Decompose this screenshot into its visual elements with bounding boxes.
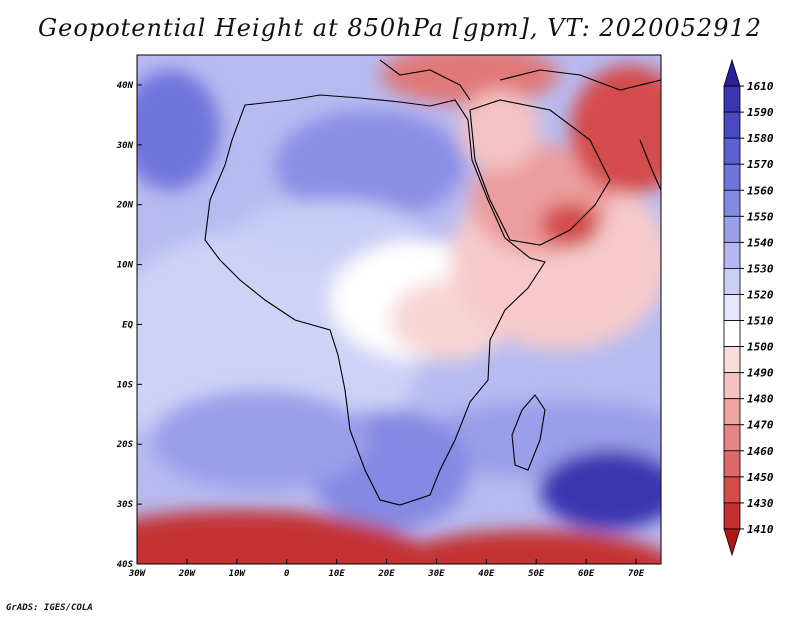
- lat-tick-label: 20N: [116, 201, 134, 211]
- india-coastline: [639, 139, 661, 191]
- field-southern-low-east: [381, 530, 661, 564]
- colorbar-segment: [723, 346, 741, 374]
- colorbar-level-label: 1610: [747, 80, 774, 93]
- lat-tick-label: 10N: [117, 261, 134, 271]
- plot-area: 30W 20W 10W 0 10E 20E 30E 40E 50E 60E 70E 40N 30N 20N…: [116, 54, 662, 579]
- field-atlantic-high: [137, 70, 220, 190]
- colorbar-segment: [723, 372, 741, 400]
- colorbar-level-label: 1470: [747, 419, 774, 432]
- colorbar-level-label: 1560: [747, 184, 774, 197]
- lat-tick-label: 30S: [116, 500, 134, 510]
- colorbar-segment: [723, 450, 741, 478]
- colorbar-level-label: 1450: [747, 471, 774, 484]
- colorbar-level-label: 1580: [747, 132, 774, 145]
- lon-tick-label: 10W: [229, 569, 247, 579]
- lon-tick-label: 20E: [377, 569, 395, 579]
- lon-tick-label: 50E: [528, 569, 545, 579]
- europe-coastline: [379, 59, 661, 101]
- colorbar-segment: [723, 137, 741, 165]
- colorbar-level-label: 1480: [747, 393, 774, 406]
- lon-tick-label: 10E: [328, 569, 345, 579]
- lat-tick-label: 40N: [117, 81, 134, 91]
- colorbar-segment: [723, 85, 741, 113]
- colorbar-segment: [723, 502, 741, 530]
- colorbar-segment: [723, 241, 741, 269]
- lon-tick-label: 20W: [178, 569, 197, 579]
- map-title: Geopotential Height at 850hPa [gpm], VT:…: [38, 14, 762, 42]
- colorbar-segment: [723, 215, 741, 243]
- lon-tick-label: 30E: [427, 569, 445, 579]
- axis-ticks: 30W 20W 10W 0 10E 20E 30E 40E 50E 60E 70E 40N 30N 20N…: [116, 81, 645, 579]
- colorbar-level-label: 1520: [747, 288, 774, 301]
- colorbar-segment: [723, 398, 741, 426]
- colorbar-level-label: 1490: [747, 367, 774, 380]
- colorbar-level-label: 1410: [747, 523, 774, 536]
- colorbar-segment: [723, 111, 741, 139]
- colorbar-level-label: 1530: [747, 262, 774, 275]
- field-south-atlantic: [150, 390, 370, 490]
- arabia-coastline: [469, 99, 611, 246]
- coastlines: [204, 59, 661, 506]
- lon-tick-label: 60E: [578, 569, 595, 579]
- field-indian-high: [540, 450, 661, 530]
- height-field: [137, 55, 661, 564]
- field-southern-low-west: [137, 510, 430, 564]
- field-arabia-core: [540, 203, 600, 247]
- lat-tick-label: 30N: [116, 141, 134, 151]
- madagascar-coastline: [511, 394, 546, 471]
- colorbar-segment: [723, 58, 741, 87]
- colorbar-segment: [723, 189, 741, 217]
- field-mediterranean-low: [380, 55, 560, 105]
- colorbar-segment: [723, 268, 741, 295]
- lat-tick-label: 10S: [117, 380, 134, 390]
- lat-tick-label: 20S: [116, 440, 134, 450]
- field-sahel: [240, 200, 420, 260]
- lon-tick-label: 0: [284, 569, 290, 579]
- field-levant: [460, 90, 540, 170]
- colorbar-level-label: 1590: [747, 106, 774, 119]
- colorbar-level-label: 1460: [747, 445, 774, 458]
- plot-frame: [136, 54, 662, 565]
- lat-tick-label: EQ: [122, 320, 133, 330]
- field-sahara-high: [275, 110, 465, 220]
- colorbar-segment: [723, 294, 741, 321]
- lon-tick-label: 30W: [128, 569, 147, 579]
- lon-tick-label: 70E: [628, 569, 645, 579]
- colorbar-level-label: 1510: [747, 315, 774, 328]
- colorbar-segment: [723, 424, 741, 452]
- colorbar-segment: [723, 528, 741, 557]
- colorbar-segment: [723, 320, 741, 347]
- colorbar-level-label: 1570: [747, 158, 774, 171]
- field-iran-low: [570, 65, 661, 195]
- colorbar-segment: [723, 476, 741, 504]
- colorbar-level-label: 1550: [747, 210, 774, 223]
- colorbar-segment: [723, 163, 741, 191]
- lat-tick-label: 40S: [117, 560, 134, 570]
- africa-coastline: [204, 94, 546, 506]
- footer-credit: GrADS: IGES/COLA: [6, 603, 93, 613]
- lon-tick-label: 40E: [478, 569, 495, 579]
- colorbar-level-label: 1540: [747, 236, 774, 249]
- colorbar-level-label: 1430: [747, 497, 774, 510]
- colorbar: 1610 1590 1580 1570 1560 1550 1540 1530 1520 1510…: [723, 58, 774, 557]
- colorbar-level-label: 1500: [747, 341, 774, 354]
